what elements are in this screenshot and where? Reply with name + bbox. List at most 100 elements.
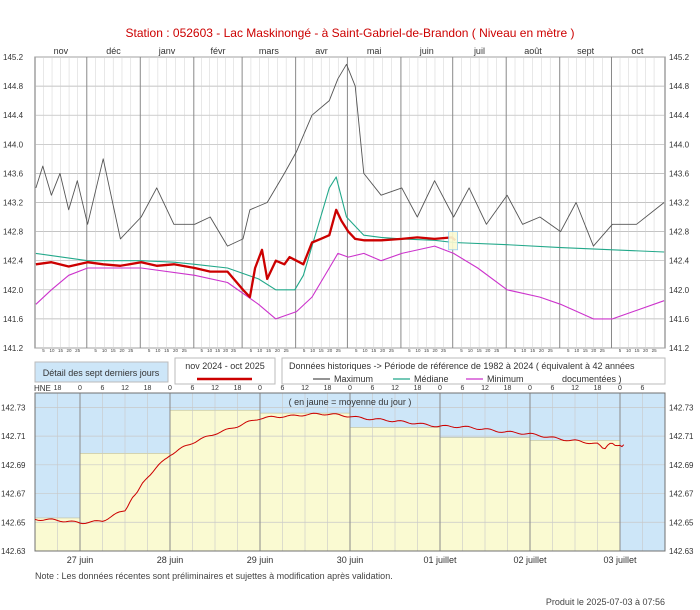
annual-day-tick: 15 <box>215 348 221 353</box>
annual-day-tick: 10 <box>415 348 421 353</box>
annual-day-tick: 5 <box>619 348 622 353</box>
annual-y-tick-left: 144.8 <box>3 82 24 91</box>
detail-y-tick-left: 142.67 <box>1 490 26 499</box>
detail-y-tick-right: 142.65 <box>669 518 694 527</box>
detail-plot-frame <box>34 392 666 552</box>
hour-tick-label: 0 <box>528 385 532 392</box>
historical-box <box>281 357 666 385</box>
annual-series <box>35 63 665 320</box>
detail-y-tick-left: 142.69 <box>1 461 26 470</box>
annual-y-tick-right: 141.2 <box>669 344 690 353</box>
annual-day-tick: 20 <box>275 348 281 353</box>
annual-day-tick: 25 <box>336 348 342 353</box>
hour-tick-label: 12 <box>121 385 129 392</box>
produced-timestamp: Produit le 2025-07-03 à 07:56 <box>546 597 665 607</box>
annual-day-tick: 10 <box>521 348 527 353</box>
annual-day-tick: 20 <box>432 348 438 353</box>
annual-y-tick-right: 142.0 <box>669 286 690 295</box>
annual-day-tick: 20 <box>223 348 229 353</box>
annual-day-tick: 20 <box>539 348 545 353</box>
annual-day-tick: 10 <box>102 348 108 353</box>
annual-day-tick: 15 <box>635 348 641 353</box>
annual-day-tick: 5 <box>460 348 463 353</box>
period-label: nov 2024 - oct 2025 <box>185 361 265 371</box>
hour-tick-label: 18 <box>324 385 332 392</box>
hour-tick-label: 18 <box>234 385 242 392</box>
day-label: 28 juin <box>157 555 184 565</box>
detail-y-tick-left: 142.71 <box>1 432 26 441</box>
hour-tick-label: 0 <box>258 385 262 392</box>
hour-tick-label: 12 <box>211 385 219 392</box>
detail-chart: HNE 18 0 6 12 18 0 6 12 18 0 6 12 18 0 6 12 18 0 6 12 18 0 6 12… <box>1 384 694 565</box>
hour-tick-label: 6 <box>641 385 645 392</box>
annual-day-tick: 20 <box>67 348 73 353</box>
annual-day-tick: 5 <box>514 348 517 353</box>
hour-tick-label: 6 <box>101 385 105 392</box>
month-label: nov <box>54 46 69 56</box>
annual-y-tick-right: 145.2 <box>669 53 690 62</box>
hour-tick-label: 18 <box>414 385 422 392</box>
day-label: 27 juin <box>67 555 94 565</box>
annual-y-tick-right: 144.8 <box>669 82 690 91</box>
detail-box <box>34 361 169 383</box>
annual-day-tick: 25 <box>652 348 658 353</box>
month-label: sept <box>577 46 595 56</box>
day-label: 01 juillet <box>423 555 457 565</box>
annual-y-tick-right: 144.0 <box>669 140 690 149</box>
hour-tick-label: 18 <box>594 385 602 392</box>
annual-day-tick: 20 <box>119 348 125 353</box>
annual-day-tick: 25 <box>128 348 134 353</box>
annual-day-tick: 5 <box>567 348 570 353</box>
annual-day-tick: 25 <box>231 348 237 353</box>
minimum-line <box>35 245 665 320</box>
footnote: Note : Les données récentes sont prélimi… <box>35 571 393 581</box>
annual-day-tick: 5 <box>303 348 306 353</box>
annual-day-tick: 15 <box>319 348 325 353</box>
annual-y-tick-left: 141.2 <box>3 344 24 353</box>
annual-y-tick-right: 144.4 <box>669 111 690 120</box>
month-label: oct <box>631 46 644 56</box>
annual-day-tick: 25 <box>494 348 500 353</box>
annual-day-tick: 10 <box>363 348 369 353</box>
hne-label: HNE <box>34 384 51 393</box>
annual-y-tick-right: 142.8 <box>669 228 690 237</box>
minimum-label: Minimum <box>487 374 524 384</box>
month-label: mars <box>259 46 279 56</box>
annual-day-tick: 5 <box>200 348 203 353</box>
hour-tick-label: 0 <box>168 385 172 392</box>
annual-y-tick-right: 142.4 <box>669 257 690 266</box>
annual-day-tick: 10 <box>50 348 56 353</box>
month-label: févr <box>210 46 225 56</box>
annual-day-tick: 15 <box>164 348 170 353</box>
detail-series <box>34 412 625 525</box>
annual-day-tick: 5 <box>250 348 253 353</box>
maximum-label: Maximum <box>334 374 373 384</box>
annual-y-tick-left: 142.0 <box>3 286 24 295</box>
detail-day-labels: 27 juin 28 juin 29 juin 30 juin 01 juillet 02… <box>67 555 637 565</box>
historical-label-2: documentées ) <box>562 374 622 384</box>
annual-y-tick-left: 143.2 <box>3 199 24 208</box>
historical-label: Données historiques -> Période de référe… <box>289 361 635 371</box>
chart-title: Station : 052603 - Lac Maskinongé - à Sa… <box>126 26 575 40</box>
hour-tick-label: 18 <box>144 385 152 392</box>
annual-day-tick: 10 <box>310 348 316 353</box>
annual-day-tick: 20 <box>591 348 597 353</box>
annual-day-tick: 10 <box>468 348 474 353</box>
legend-row: Détail des sept derniers jours nov 2024 … <box>34 357 666 385</box>
median-label: Médiane <box>414 374 449 384</box>
annual-y-tick-left: 143.6 <box>3 169 24 178</box>
annual-day-tick: 10 <box>155 348 161 353</box>
detail-y-tick-right: 142.67 <box>669 490 694 499</box>
detail-y-tick-right: 142.71 <box>669 432 694 441</box>
hour-tick-label: 12 <box>301 385 309 392</box>
annual-day-tick: 5 <box>42 348 45 353</box>
detail-y-tick-right: 142.69 <box>669 461 694 470</box>
detail-y-tick-right: 142.63 <box>669 547 694 556</box>
hour-tick-label: 12 <box>481 385 489 392</box>
annual-y-tick-left: 144.4 <box>3 111 24 120</box>
annual-day-tick: 25 <box>548 348 554 353</box>
annual-day-tick: 25 <box>284 348 290 353</box>
annual-y-tick-right: 141.6 <box>669 315 690 324</box>
annual-month-labels: nov déc janv févr mars avr mai juin juil août sept… <box>54 46 644 56</box>
annual-y-tick-right: 143.6 <box>669 169 690 178</box>
